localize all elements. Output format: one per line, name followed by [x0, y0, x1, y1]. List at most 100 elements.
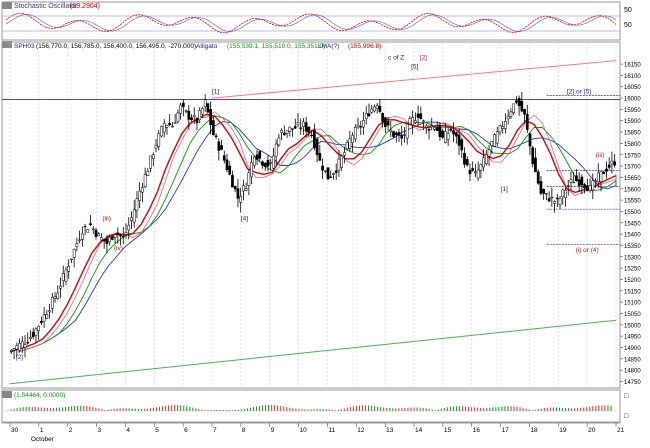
price-bar-body [304, 122, 308, 132]
y-tick-label: 14950 [624, 335, 641, 341]
stoch-k-line [5, 12, 617, 34]
x-tick-label: 2 [69, 427, 73, 434]
price-bar-body [493, 134, 496, 147]
price-bar-body [293, 126, 297, 129]
price-bar-body [405, 123, 409, 139]
wave-label: [2] [16, 354, 23, 361]
price-bar-body [411, 117, 414, 126]
price-bar-body [427, 129, 431, 131]
wave-label: (iii) [596, 152, 605, 159]
ao-tick-bottom: □ [624, 413, 629, 420]
lma-label: LMA(?) [318, 43, 339, 50]
price-bar-body [206, 103, 210, 113]
price-bar-body [168, 123, 172, 126]
price-bar-body [613, 161, 616, 166]
price-bar-body [479, 164, 483, 171]
y-tick-label: 15750 [624, 153, 641, 159]
price-bar-body [20, 341, 24, 349]
price-bar-body [302, 121, 305, 128]
price-bar-body [542, 189, 546, 194]
price-bar-body [171, 125, 174, 128]
wave-label: (iii) [102, 216, 111, 223]
price-bar-body [23, 344, 27, 348]
price-bar-body [343, 152, 346, 156]
channel-lines [9, 60, 617, 385]
price-bar-body [353, 127, 357, 140]
y-tick-label: 15650 [624, 176, 641, 182]
price-bar-body [291, 128, 294, 130]
price-bar-body [362, 119, 365, 128]
price-bar-body [517, 98, 521, 107]
price-bar-body [588, 184, 592, 191]
ao-panel: (1.54464, 0.0000) □ □ [1, 389, 629, 423]
price-bar-body [26, 342, 30, 344]
stoch-value: (69.2904) [70, 3, 100, 10]
price-bar-body [332, 173, 335, 175]
y-tick-label: 14750 [624, 380, 641, 386]
price-bar-body [313, 129, 316, 149]
price-bar-body [78, 239, 81, 241]
price-bar-body [274, 143, 278, 157]
month-label: October [31, 436, 55, 443]
red-moving-average [9, 113, 617, 353]
y-tick-label: 15400 [624, 233, 641, 239]
price-bar-body [523, 109, 526, 115]
price-bar-body [127, 224, 131, 231]
x-tick-label: 3 [98, 427, 102, 434]
price-bar-body [162, 122, 166, 133]
price-bar-body [605, 168, 608, 172]
price-bar-body [45, 314, 49, 319]
price-bar-body [307, 126, 311, 133]
price-bar-body [569, 179, 573, 183]
price-header: SPH03 (156,770.0, 156,785.0, 156,400.0, … [2, 41, 381, 50]
wave-label: [1] [212, 89, 219, 96]
price-bar-body [242, 185, 245, 192]
y-tick-label: 14800 [624, 369, 641, 375]
price-bar-body [482, 157, 485, 168]
y-tick-label: 15350 [624, 244, 641, 250]
price-bar-body [545, 193, 548, 195]
price-bar-body [64, 269, 68, 282]
price-bar-body [389, 129, 393, 132]
x-tick-label: 11 [328, 427, 335, 434]
x-tick-label: 6 [184, 427, 188, 434]
price-bar-body [124, 232, 128, 235]
price-bar-body [400, 134, 404, 139]
ao-values: (1.54464, 0.0000) [14, 392, 65, 399]
price-bar-body [468, 169, 472, 175]
lower-trendline [9, 319, 617, 385]
price-bar-body [435, 127, 439, 131]
price-bar-body [247, 172, 251, 186]
price-bar-body [184, 110, 188, 112]
price-bar-body [528, 133, 532, 147]
price-bar-body [370, 108, 374, 113]
price-bar-body [195, 118, 199, 124]
price-bar-body [536, 171, 540, 184]
price-bar-body [340, 155, 344, 168]
price-bar-body [424, 125, 428, 128]
price-bar-body [457, 134, 461, 146]
price-bar-body [501, 126, 505, 129]
alligator-label: Alligato [196, 43, 218, 50]
y-tick-label: 15900 [624, 119, 641, 125]
price-bar-body [572, 181, 576, 184]
price-bar-body [433, 126, 436, 130]
price-bar-body [59, 285, 62, 289]
price-bar-body [56, 292, 60, 299]
price-bar-body [465, 159, 469, 166]
stochastic-panel: Stochastic Oscillator (69.2904) 50 50 [1, 1, 632, 41]
price-bar-body [509, 111, 513, 117]
price-bar-body [31, 331, 35, 338]
price-bar-body [222, 155, 226, 161]
price-bar-body [141, 187, 144, 193]
price-bar-body [269, 162, 273, 164]
price-bar-body [280, 130, 283, 133]
stoch-lines [2, 12, 620, 34]
x-tick-label: 19 [559, 427, 567, 434]
y-tick-label: 15100 [624, 301, 641, 307]
price-bar-body [72, 249, 76, 258]
price-bar-body [173, 122, 177, 124]
price-bar-body [348, 138, 352, 149]
price-bar-body [602, 171, 606, 174]
price-bar-body [321, 165, 324, 171]
